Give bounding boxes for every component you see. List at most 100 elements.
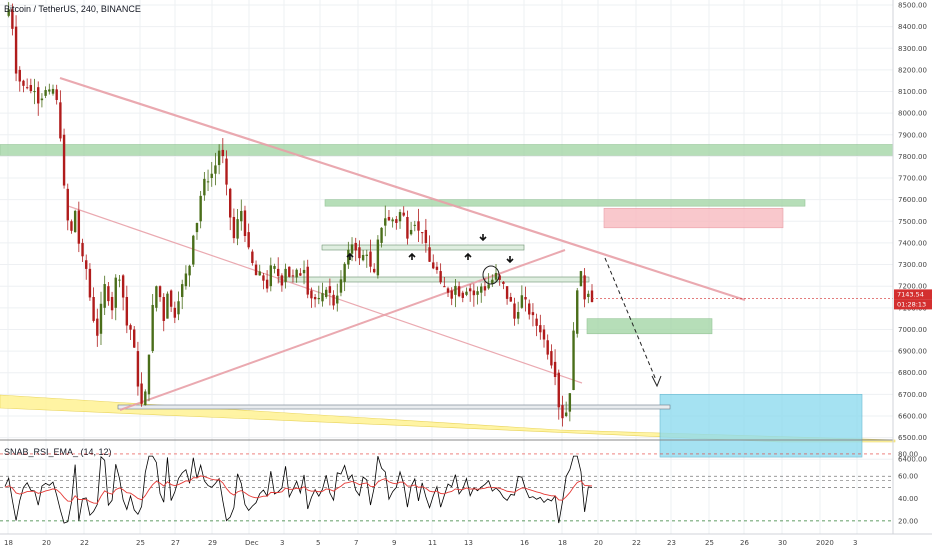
- target-zone-blue: [659, 394, 863, 458]
- support-zone: [586, 318, 713, 335]
- price-axis[interactable]: 8500.00 8400.00 8300.00 8200.00 8100.00 8000.…: [898, 2, 927, 464]
- candle-body: [391, 219, 394, 222]
- time-tick: 3: [280, 539, 284, 547]
- time-tick: 2020: [816, 539, 834, 547]
- candle-body: [483, 286, 487, 291]
- candle-body: [62, 134, 66, 186]
- candle-body: [59, 102, 62, 139]
- highlight-circle: [482, 265, 500, 285]
- candle-body: [144, 391, 147, 406]
- candle-body: [147, 354, 151, 395]
- candle-body: [387, 216, 391, 221]
- candle-body: [587, 293, 590, 298]
- price-tick: 7600.00: [898, 196, 927, 204]
- candle-body: [229, 188, 232, 218]
- candle-body: [107, 286, 110, 302]
- down-arrow: [506, 256, 514, 264]
- time-tick: 16: [520, 539, 529, 547]
- candle-body: [572, 330, 575, 391]
- candle-body: [365, 254, 368, 256]
- candle-body: [199, 195, 202, 222]
- candle-body: [81, 242, 84, 257]
- candle-body: [409, 229, 413, 235]
- candle-body: [265, 279, 269, 289]
- candle-body: [66, 188, 69, 221]
- rsi-pane: [0, 453, 893, 524]
- candle-body: [14, 26, 18, 74]
- target-zone-red: [603, 208, 784, 229]
- candle-body: [284, 268, 287, 282]
- candle-body: [99, 303, 103, 334]
- range-line: [278, 276, 590, 283]
- candle-body: [258, 271, 261, 276]
- candle-body: [516, 312, 520, 319]
- candle-body: [254, 264, 258, 276]
- candle-body: [380, 227, 383, 243]
- candle-body: [428, 247, 431, 262]
- candle-body: [243, 210, 247, 236]
- candle-body: [557, 372, 560, 408]
- candle-body: [247, 232, 250, 248]
- price-tick: 7700.00: [898, 175, 927, 183]
- candle-body: [579, 271, 583, 287]
- candle-body: [217, 150, 221, 166]
- candle-body: [40, 98, 44, 101]
- candle-body: [528, 303, 531, 315]
- candle-body: [509, 297, 512, 302]
- candle-body: [96, 318, 99, 336]
- price-tick: 6900.00: [898, 348, 927, 356]
- candle-body: [439, 271, 442, 283]
- candle-body: [420, 232, 424, 234]
- time-tick: Dec: [245, 539, 259, 547]
- candle-body: [328, 286, 332, 293]
- candle-body: [206, 181, 210, 183]
- candle-body: [524, 297, 527, 300]
- time-tick: 18: [558, 539, 567, 547]
- time-tick: 20: [594, 539, 603, 547]
- support-band-yellow: [0, 394, 896, 443]
- candle-body: [155, 286, 158, 308]
- time-tick: 9: [392, 539, 396, 547]
- last-price: 7143.54: [897, 290, 924, 298]
- candle-body: [169, 290, 173, 307]
- candle-body: [236, 219, 239, 239]
- candle-body: [317, 297, 321, 300]
- price-tick: 6600.00: [898, 412, 927, 420]
- candle-body: [140, 383, 143, 404]
- candle-body: [88, 268, 92, 298]
- candle-body: [321, 293, 324, 302]
- candle-body: [384, 218, 387, 226]
- price-tick: 8000.00: [898, 110, 927, 118]
- candle-body: [151, 304, 154, 352]
- candle-body: [280, 275, 284, 286]
- candle-body: [136, 351, 140, 387]
- price-tick: 7900.00: [898, 131, 927, 139]
- candle-body: [262, 275, 265, 281]
- candle-body: [454, 285, 457, 295]
- candle-body: [432, 262, 435, 269]
- candle-body: [513, 303, 516, 319]
- candle-body: [498, 275, 501, 280]
- candle-body: [302, 269, 306, 274]
- rsi-line: [4, 455, 593, 524]
- rsi-tick: 20.00: [898, 517, 918, 525]
- candle-body: [225, 158, 228, 185]
- price-tick: 7400.00: [898, 239, 927, 247]
- candle-body: [450, 290, 453, 299]
- time-tick: 30: [778, 539, 787, 547]
- candle-body: [203, 178, 206, 196]
- candle-body: [173, 307, 177, 318]
- indicator-label: SNAB_RSI_EMA_ (14, 12): [4, 447, 112, 457]
- chart-title: Bitcoin / TetherUS, 240, BINANCE: [4, 4, 141, 14]
- price-tick: 7300.00: [898, 261, 927, 269]
- candle-body: [73, 210, 77, 233]
- candle-body: [505, 286, 509, 299]
- time-tick: 27: [171, 539, 180, 547]
- time-axis[interactable]: 18 20 22 25 27 29 Dec 3 5 7 9 11 13 16 18 20 22 23 25 26 30 2…: [4, 539, 857, 547]
- price-tick: 7800.00: [898, 153, 927, 161]
- price-tick: 6700.00: [898, 391, 927, 399]
- candle-body: [310, 290, 313, 299]
- price-tick: 7200.00: [898, 283, 927, 291]
- time-tick: 3: [853, 539, 857, 547]
